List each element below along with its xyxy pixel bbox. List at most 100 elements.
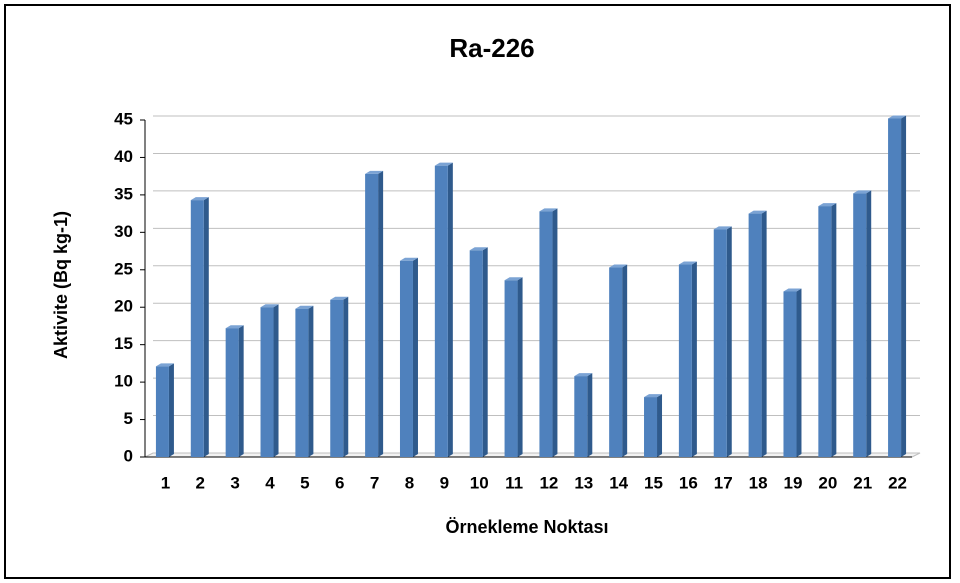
bar-front xyxy=(574,376,588,457)
bar-side xyxy=(203,197,209,457)
y-tick-label: 0 xyxy=(124,446,133,465)
bar xyxy=(434,162,453,457)
x-tick-label: 11 xyxy=(505,473,523,492)
bar-side xyxy=(552,208,558,457)
bar-front xyxy=(434,165,448,457)
x-tick-label: 7 xyxy=(370,473,379,492)
bar-front xyxy=(713,229,727,457)
x-tick-label: 20 xyxy=(818,473,837,492)
x-tick-label: 13 xyxy=(574,473,593,492)
bar-top xyxy=(399,257,418,261)
y-tick-label: 10 xyxy=(114,372,133,391)
x-tick-label: 12 xyxy=(539,473,558,492)
bar xyxy=(609,264,628,457)
x-axis-title: Örnekleme Noktası xyxy=(445,517,608,537)
bar xyxy=(853,190,872,457)
bar-top xyxy=(330,296,349,300)
bar-side xyxy=(308,305,314,457)
bar xyxy=(330,296,349,457)
bar-top xyxy=(225,325,244,329)
y-axis-title: Aktivite (Bq kg-1) xyxy=(51,211,71,359)
bar-top xyxy=(888,115,907,119)
bar-front xyxy=(190,200,204,457)
bar xyxy=(783,288,802,457)
bar-side xyxy=(517,277,523,457)
bar-top xyxy=(190,197,209,201)
bar-top xyxy=(295,305,314,309)
bar-front xyxy=(644,397,658,457)
bar-top xyxy=(155,363,174,367)
bar-side xyxy=(691,261,697,457)
bar-side xyxy=(482,247,488,457)
bar-top xyxy=(748,210,767,214)
bar-front xyxy=(504,280,518,457)
bar-top xyxy=(365,170,384,174)
bar-top xyxy=(609,264,628,268)
bar-front xyxy=(783,291,797,457)
x-tick-label: 15 xyxy=(644,473,663,492)
x-tick-label: 22 xyxy=(888,473,907,492)
bar-top xyxy=(678,261,697,265)
x-tick-label: 5 xyxy=(300,473,309,492)
bar-front xyxy=(155,366,169,457)
y-tick-label: 45 xyxy=(114,109,133,128)
bar-front xyxy=(225,328,239,457)
bar xyxy=(574,373,593,457)
chart-title: Ra-226 xyxy=(449,33,534,63)
bar-side xyxy=(901,115,907,457)
bar-front xyxy=(365,173,379,458)
bar-front xyxy=(469,250,483,457)
bar xyxy=(888,115,907,457)
bar xyxy=(713,226,732,457)
y-tick-label: 25 xyxy=(114,259,133,278)
x-tick-label: 6 xyxy=(335,473,344,492)
bar xyxy=(190,197,209,457)
bar-side xyxy=(866,190,872,457)
x-tick-label: 1 xyxy=(161,473,170,492)
bar xyxy=(504,277,523,457)
bar-side xyxy=(726,226,732,457)
bar-front xyxy=(330,299,344,457)
bar-top xyxy=(644,394,663,398)
bar-side xyxy=(622,264,628,457)
bar-front xyxy=(399,260,413,457)
bar xyxy=(644,394,663,457)
bar-top xyxy=(574,373,593,377)
x-tick-label: 21 xyxy=(853,473,872,492)
x-tick-label: 4 xyxy=(265,473,275,492)
bar-side xyxy=(796,288,802,457)
bar-top xyxy=(783,288,802,292)
bar-side xyxy=(343,296,349,457)
bar xyxy=(225,325,244,457)
y-tick-label: 20 xyxy=(114,297,133,316)
bar-side xyxy=(831,203,837,457)
bar-side xyxy=(412,257,418,457)
bar-front xyxy=(609,267,623,457)
bar-top xyxy=(818,203,837,207)
bar-top xyxy=(504,277,523,281)
bar-side xyxy=(587,373,593,457)
x-tick-label: 16 xyxy=(679,473,698,492)
bar-top xyxy=(853,190,872,194)
bar-front xyxy=(295,308,309,457)
bar xyxy=(818,203,837,457)
x-tick-label: 10 xyxy=(470,473,489,492)
bar xyxy=(678,261,697,457)
y-tick-label: 30 xyxy=(114,222,133,241)
x-tick-label: 9 xyxy=(440,473,449,492)
x-tick-label: 14 xyxy=(609,473,628,492)
bar-side xyxy=(273,304,279,457)
x-tick-label: 19 xyxy=(784,473,803,492)
y-tick-label: 5 xyxy=(124,409,133,428)
bar xyxy=(399,257,418,457)
bar xyxy=(748,210,767,457)
bar xyxy=(469,247,488,457)
y-tick-label: 35 xyxy=(114,184,133,203)
bar-front xyxy=(260,307,274,457)
x-tick-label: 17 xyxy=(714,473,733,492)
bar-side xyxy=(657,394,663,457)
y-tick-label: 15 xyxy=(114,334,133,353)
bar xyxy=(295,305,314,457)
bar-top xyxy=(469,247,488,251)
